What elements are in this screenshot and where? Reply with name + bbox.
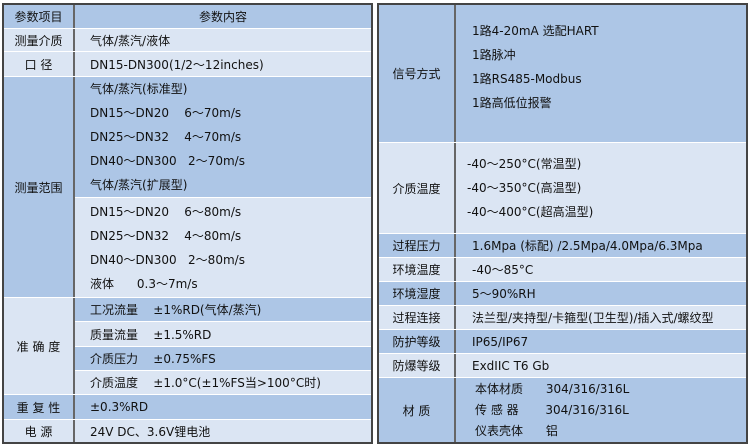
value: 法兰型/夹持型/卡箍型(卫生型)/插入式/螺纹型 xyxy=(472,311,714,325)
label: 重 复 性 xyxy=(4,395,75,419)
line: 介质压力 ±0.75%FS xyxy=(75,347,371,371)
row-ambient-temp: 环境温度 -40～85°C xyxy=(379,258,746,282)
label: 过程连接 xyxy=(379,306,456,329)
row-diameter: 口 径 DN15-DN300(1/2～12inches) xyxy=(4,52,371,77)
line: 介质温度 ±1.0°C(±1%FS当>100°C时) xyxy=(75,371,371,395)
line: DN25～DN32 4～70m/s xyxy=(90,130,242,144)
label: 测量介质 xyxy=(4,29,75,51)
label: 环境湿度 xyxy=(379,282,456,305)
right-spec-table: 信号方式 1路4-20mA 选配HART 1路脉冲 1路RS485-Modbus… xyxy=(377,3,748,444)
header-value: 参数内容 xyxy=(198,10,247,24)
label: 防爆等级 xyxy=(379,354,456,377)
line: 气体/蒸汽(扩展型) xyxy=(90,178,188,192)
value: ±0.3%RD xyxy=(90,400,149,414)
row-power: 电 源 24V DC、3.6V锂电池 xyxy=(4,420,371,442)
line: DN15～DN20 6～70m/s xyxy=(90,106,242,120)
header-row: 参数项目 参数内容 xyxy=(4,5,371,29)
line: 1路脉冲 xyxy=(472,47,516,62)
header-label: 参数项目 xyxy=(4,5,75,28)
label: 防护等级 xyxy=(379,330,456,353)
line: 传 感 器 304/316/316L xyxy=(475,402,629,417)
line: DN40～DN300 2～70m/s xyxy=(90,154,245,168)
label: 测量范围 xyxy=(4,77,75,297)
value: -40～85°C xyxy=(472,263,534,277)
line: -40～250°C(常温型) xyxy=(467,157,582,171)
value: 5～90%RH xyxy=(472,287,536,301)
line: DN40～DN300 2～80m/s xyxy=(90,253,245,267)
line: 1路高低位报警 xyxy=(472,95,552,110)
row-protection: 防护等级 IP65/IP67 xyxy=(379,330,746,354)
row-repeatability: 重 复 性 ±0.3%RD xyxy=(4,395,371,420)
value: DN15-DN300(1/2～12inches) xyxy=(90,57,264,72)
range-standard: 气体/蒸汽(标准型) DN15～DN20 6～70m/s DN25～DN32 4～7… xyxy=(75,77,371,198)
label: 过程压力 xyxy=(379,234,456,257)
value: 1.6Mpa (标配) /2.5Mpa/4.0Mpa/6.3Mpa xyxy=(472,239,703,253)
row-medium: 测量介质 气体/蒸汽/液体 xyxy=(4,29,371,52)
row-accuracy: 准 确 度 工况流量 ±1%RD(气体/蒸汽) 质量流量 ±1.5%RD 介质压… xyxy=(4,298,371,395)
line: -40～400°C(超高温型) xyxy=(467,205,594,219)
label: 电 源 xyxy=(4,420,75,442)
row-range: 测量范围 气体/蒸汽(标准型) DN15～DN20 6～70m/s DN25～DN3… xyxy=(4,77,371,298)
line: 气体/蒸汽(标准型) xyxy=(90,82,188,96)
label: 准 确 度 xyxy=(4,298,75,394)
row-signal: 信号方式 1路4-20mA 选配HART 1路脉冲 1路RS485-Modbus… xyxy=(379,5,746,143)
label: 材 质 xyxy=(379,378,456,442)
row-material: 材 质 本体材质 304/316/316L 传 感 器 304/316/316L… xyxy=(379,378,746,442)
row-humidity: 环境湿度 5～90%RH xyxy=(379,282,746,306)
line: -40～350°C(高温型) xyxy=(467,181,582,195)
value: 气体/蒸汽/液体 xyxy=(90,33,171,48)
label: 环境温度 xyxy=(379,258,456,281)
line: 质量流量 ±1.5%RD xyxy=(75,322,371,347)
value: 24V DC、3.6V锂电池 xyxy=(90,424,211,439)
line: DN25～DN32 4～80m/s xyxy=(90,229,242,243)
label: 口 径 xyxy=(4,52,75,76)
value: ExdIIC T6 Gb xyxy=(472,358,550,373)
row-connection: 过程连接 法兰型/夹持型/卡箍型(卫生型)/插入式/螺纹型 xyxy=(379,306,746,330)
line: 液体 0.3～7m/s xyxy=(90,277,198,291)
line: 1路4-20mA 选配HART xyxy=(472,23,599,38)
line: DN15～DN20 6～80m/s xyxy=(90,205,242,219)
row-pressure: 过程压力 1.6Mpa (标配) /2.5Mpa/4.0Mpa/6.3Mpa xyxy=(379,234,746,258)
left-spec-table: 参数项目 参数内容 测量介质 气体/蒸汽/液体 口 径 DN15-DN300(1… xyxy=(2,3,373,444)
label: 信号方式 xyxy=(379,5,456,142)
value: IP65/IP67 xyxy=(472,334,529,349)
line: 工况流量 ±1%RD(气体/蒸汽) xyxy=(75,298,371,322)
line: 仪表壳体 铝 xyxy=(475,423,558,438)
row-medium-temp: 介质温度 -40～250°C(常温型) -40～350°C(高温型) -40～4… xyxy=(379,143,746,234)
line: 1路RS485-Modbus xyxy=(472,71,582,86)
range-extended: DN15～DN20 6～80m/s DN25～DN32 4～80m/s DN40～D… xyxy=(75,198,371,298)
row-explosion: 防爆等级 ExdIIC T6 Gb xyxy=(379,354,746,378)
label: 介质温度 xyxy=(379,143,456,233)
line: 本体材质 304/316/316L xyxy=(475,381,630,396)
